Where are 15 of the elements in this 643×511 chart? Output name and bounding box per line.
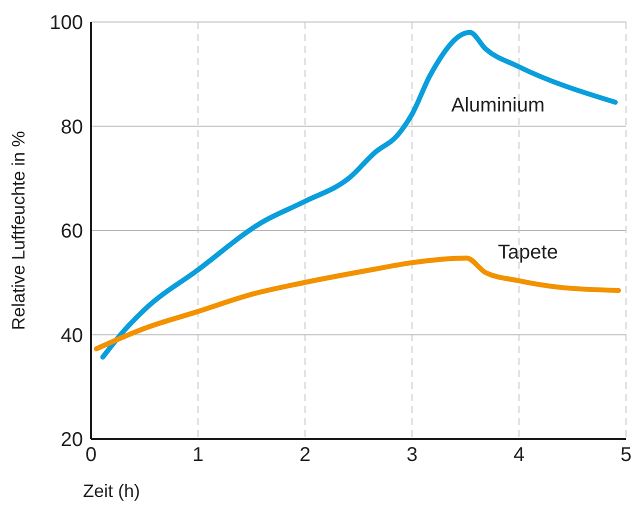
x-tick-label: 3: [406, 444, 418, 466]
x-tick-label: 0: [85, 444, 97, 466]
x-tick-label: 4: [513, 444, 525, 466]
y-tick-label: 80: [60, 116, 83, 138]
y-tick-label: 20: [60, 429, 83, 452]
x-axis-title: Zeit (h): [83, 481, 140, 501]
x-tick-label: 2: [299, 444, 311, 466]
y-tick-label: 40: [60, 324, 83, 347]
series-label: Aluminium: [451, 94, 545, 116]
y-axis-title: Relative Luftfeuchte in %: [8, 130, 28, 330]
x-tick-label: 1: [192, 444, 204, 466]
y-tick-label: 60: [60, 220, 83, 243]
series-label: Tapete: [498, 242, 558, 264]
y-tick-label: 100: [50, 12, 83, 34]
x-tick-label: 5: [620, 444, 632, 466]
